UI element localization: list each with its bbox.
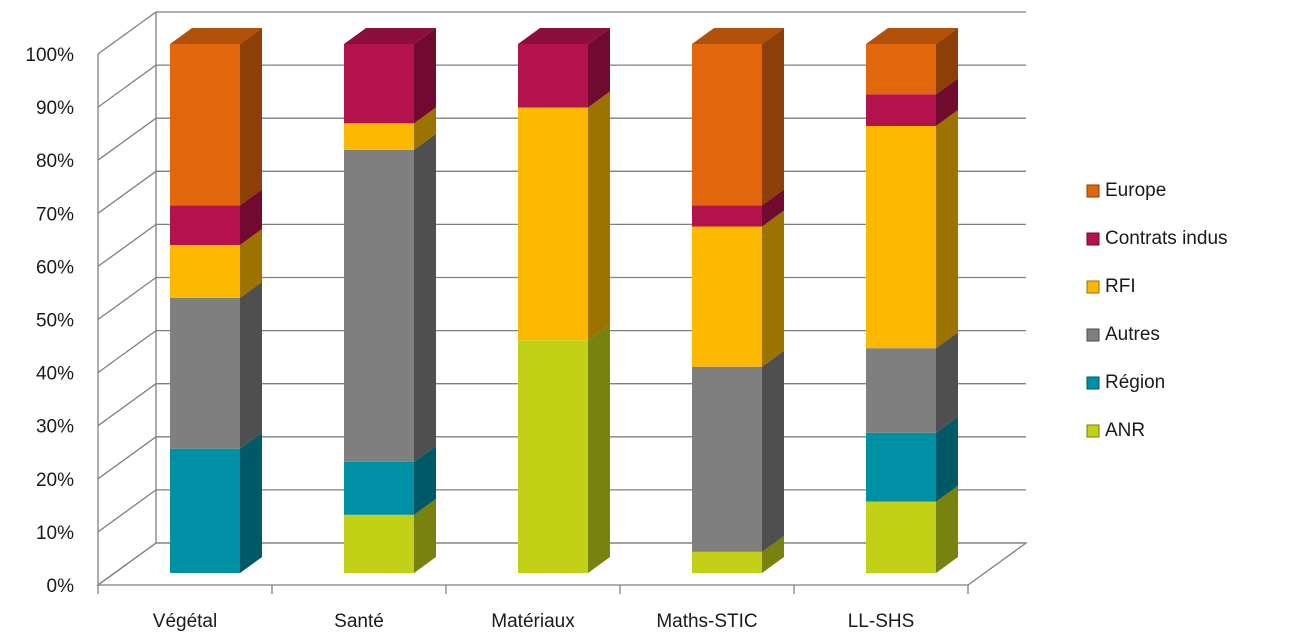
legend-swatch (1087, 377, 1099, 389)
bar-segment (692, 367, 762, 552)
bar-segment-side (588, 91, 610, 340)
y-tick-label: 80% (36, 151, 74, 172)
bars (170, 28, 958, 573)
bar-segment (344, 44, 414, 123)
bar-segment (344, 150, 414, 462)
legend-swatch (1087, 185, 1099, 197)
bar-segment-side (414, 28, 436, 123)
y-tick-label: 90% (36, 98, 74, 119)
bar-segment (344, 515, 414, 573)
x-tick-label: Végétal (153, 611, 217, 632)
bar-segment-side (936, 332, 958, 433)
legend-swatch (1087, 233, 1099, 245)
y-tick-label: 10% (36, 523, 74, 544)
legend-swatch (1087, 329, 1099, 341)
y-tick-label: 70% (36, 204, 74, 225)
bar-segment-side (240, 28, 262, 205)
y-tick-label: 30% (36, 417, 74, 438)
legend-swatch (1087, 281, 1099, 293)
legend-label: Autres (1105, 324, 1160, 345)
bar-segment-side (762, 351, 784, 552)
y-tick-label: 40% (36, 364, 74, 385)
bar-segment-side (240, 282, 262, 449)
bar-segment (692, 205, 762, 226)
bar-segment (518, 107, 588, 340)
bar-segment (170, 298, 240, 449)
x-tick-label: Santé (334, 611, 384, 632)
bar-segment (866, 94, 936, 126)
bar-segment (518, 340, 588, 573)
legend: Europe Contrats indus RFI Autres Région ANR (1087, 180, 1228, 441)
bar-segment (866, 502, 936, 573)
bar-segment (344, 123, 414, 149)
bar-segment-side (414, 134, 436, 462)
legend-label: RFI (1105, 276, 1136, 297)
bar-segment-side (936, 110, 958, 348)
y-tick-label: 20% (36, 470, 74, 491)
bar-segment (866, 433, 936, 502)
bar-segment-side (762, 211, 784, 367)
bar-segment (866, 126, 936, 348)
bar-segment-side (762, 28, 784, 205)
bar-segment (692, 44, 762, 205)
x-tick-label: LL-SHS (848, 611, 915, 632)
bar-segment (170, 449, 240, 573)
bar-segment (866, 44, 936, 94)
legend-label: Europe (1105, 180, 1166, 201)
y-tick-label: 100% (25, 45, 74, 66)
bar-segment (866, 348, 936, 433)
bar-segment-side (240, 433, 262, 573)
bar-segment (170, 205, 240, 245)
axes (98, 585, 968, 594)
legend-swatch (1087, 425, 1099, 437)
bar-segment (170, 245, 240, 298)
bar-segment (170, 44, 240, 205)
legend-label: Région (1105, 372, 1165, 393)
x-tick-label: Maths-STIC (656, 611, 757, 632)
x-tick-label: Matériaux (491, 611, 575, 632)
y-tick-label: 50% (36, 311, 74, 332)
bar-segment (692, 552, 762, 573)
bar-segment (692, 227, 762, 367)
y-tick-labels: 0% 10% 20% 30% 40% 50% 60% 70% 80% 90% 100% (25, 45, 74, 597)
y-tick-label: 0% (47, 576, 75, 597)
x-tick-labels: Végétal Santé Matériaux Maths-STIC LL-SHS (153, 611, 914, 632)
bar-segment (344, 462, 414, 515)
bar-segment-side (588, 324, 610, 573)
legend-label: Contrats indus (1105, 228, 1228, 249)
y-tick-label: 60% (36, 257, 74, 278)
legend-label: ANR (1105, 420, 1145, 441)
bar-segment (518, 44, 588, 107)
